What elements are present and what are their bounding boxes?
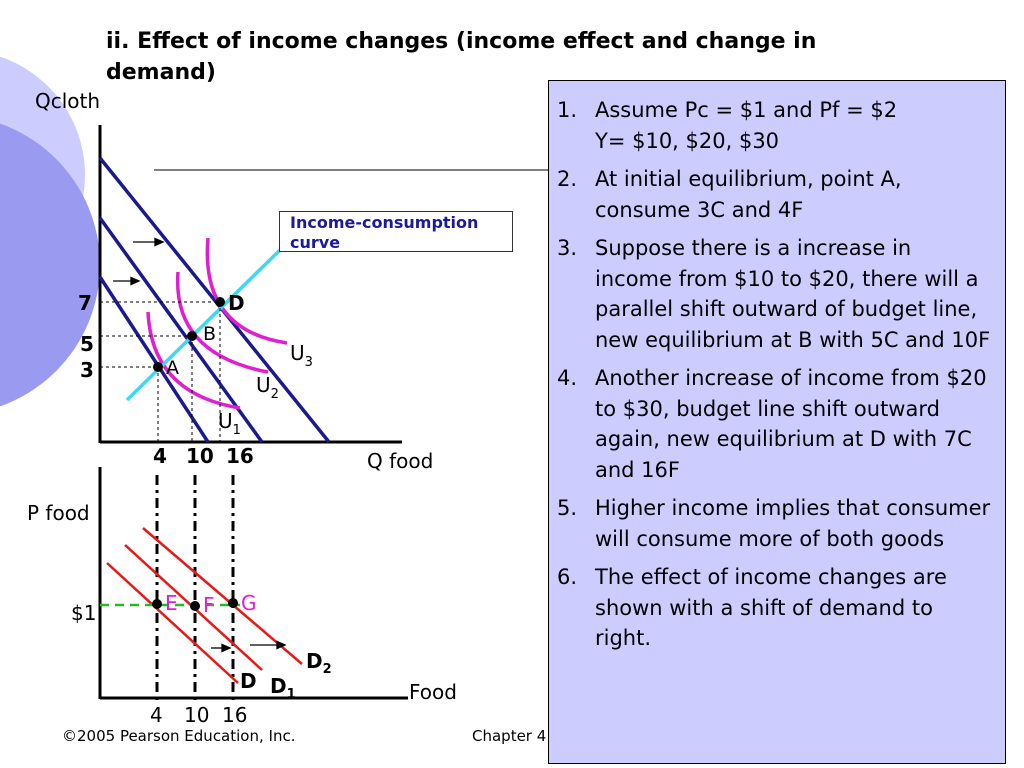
footer-chapter: Chapter 4 [472,727,547,745]
curve-label-u2: U2 [256,373,279,402]
list-item: 5. Higher income implies that consumer wi… [557,493,993,554]
list-item: 4. Another increase of income from $20 to… [557,363,993,485]
point-d-label: D [228,291,245,315]
y-tick-7: 7 [78,291,92,315]
demand-label-d: D [240,669,257,693]
bottom-x-axis-label: Food [409,680,457,704]
bottom-x-tick-10: 10 [184,703,209,727]
bottom-x-tick-16: 16 [222,703,247,727]
list-item-text: At initial equilibrium, point A, consume… [595,167,902,222]
x-tick-16: 16 [226,444,254,468]
explanation-list: 1. Assume Pc = $1 and Pf = $2 Y= $10, $20… [557,95,993,654]
indifference-curve-u3 [205,237,288,345]
point-a-dot [153,362,163,372]
curve-label-u3: U3 [290,341,313,370]
x-tick-10: 10 [186,444,214,468]
list-item-number: 2. [557,167,578,191]
income-consumption-curve [125,248,282,402]
point-e-dot [152,599,162,609]
indifference-curve-u1 [146,311,241,410]
bottom-y-axis-label: P food [27,501,90,525]
connector-lines [155,475,235,703]
price-label: $1 [71,601,96,625]
top-x-axis-label: Q food [367,449,433,473]
point-e-label: E [165,591,178,615]
list-item-number: 1. [557,98,578,122]
shift-arrows-bottom [211,640,287,653]
list-item-text: Higher income implies that consumer will… [595,496,991,551]
list-item-number: 3. [557,236,578,260]
explanation-box: 1. Assume Pc = $1 and Pf = $2 Y= $10, $20… [548,80,1006,764]
list-item: 6. The effect of income changes are shown… [557,562,993,654]
demand-label-d2: D2 [306,649,332,677]
point-f-dot [190,601,200,611]
point-g-dot [228,598,238,608]
budget-line-3 [98,156,331,444]
list-item: 1. Assume Pc = $1 and Pf = $2 Y= $10, $20… [557,95,993,156]
decor-circle-dark [0,123,100,407]
demand-label-d1: D1 [270,674,296,702]
point-b-label: B [203,323,216,345]
top-guides [100,301,221,442]
indifference-curve-u2 [175,271,269,374]
list-item-text: The effect of income changes are shown w… [595,565,947,650]
point-f-label: F [203,593,215,617]
list-item-text: Suppose there is a increase in income fr… [595,236,991,352]
x-tick-4: 4 [153,444,167,468]
y-tick-5: 5 [80,332,94,356]
point-a-label: A [166,357,179,379]
list-item: 2. At initial equilibrium, point A, consu… [557,164,993,225]
icc-label-box: Income-consumption curve [279,211,513,252]
list-item-number: 4. [557,366,578,390]
icc-label-text: Income-consumption curve [290,213,479,252]
list-item-number: 5. [557,496,578,520]
list-item-text: Assume Pc = $1 and Pf = $2 Y= $10, $20, … [595,98,898,153]
list-item-text: Another increase of income from $20 to $… [595,366,987,482]
bottom-x-tick-4: 4 [150,703,163,727]
curve-label-u1: U1 [218,409,241,438]
y-tick-3: 3 [80,358,94,382]
point-d-dot [215,297,225,307]
budget-line-1 [98,276,210,443]
point-g-label: G [241,591,257,615]
footer-copyright: ©2005 Pearson Education, Inc. [62,727,296,745]
point-b-dot [187,331,197,341]
demand-curve-d [106,562,239,684]
budget-line-2 [98,216,264,444]
list-item: 3. Suppose there is a increase in income … [557,233,993,355]
list-item-number: 6. [557,565,578,589]
slide-title: ii. Effect of income changes (income eff… [106,29,817,85]
demand-curve-d2 [142,527,303,665]
top-y-axis-label: Qcloth [35,89,100,113]
shift-arrows-top [113,237,165,286]
